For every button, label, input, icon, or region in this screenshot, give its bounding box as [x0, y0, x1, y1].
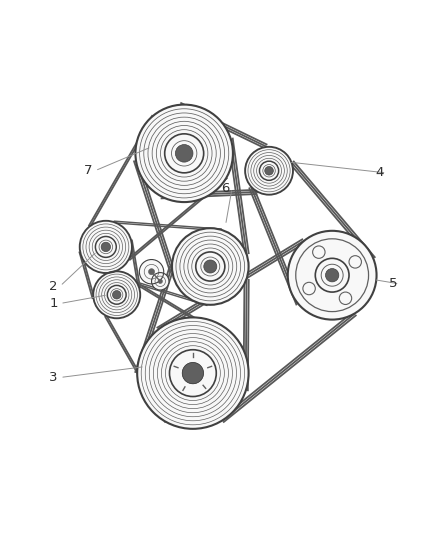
Circle shape	[196, 252, 225, 281]
Circle shape	[313, 246, 325, 259]
Text: 2: 2	[49, 280, 58, 293]
Circle shape	[113, 290, 121, 299]
Text: 4: 4	[376, 166, 384, 180]
Circle shape	[101, 242, 110, 252]
Text: 1: 1	[49, 297, 58, 310]
Circle shape	[170, 350, 216, 397]
Circle shape	[259, 161, 279, 180]
Text: 7: 7	[84, 164, 93, 177]
Circle shape	[175, 144, 193, 162]
Circle shape	[107, 285, 126, 304]
Circle shape	[315, 259, 349, 292]
Circle shape	[165, 134, 204, 173]
Text: 3: 3	[49, 371, 58, 384]
Circle shape	[325, 269, 339, 282]
Circle shape	[339, 292, 352, 304]
Circle shape	[137, 318, 249, 429]
Circle shape	[288, 231, 377, 320]
Circle shape	[182, 362, 204, 384]
Circle shape	[95, 237, 116, 257]
Circle shape	[349, 256, 361, 268]
Circle shape	[148, 269, 155, 275]
Text: 5: 5	[389, 277, 397, 290]
Circle shape	[80, 221, 132, 273]
Circle shape	[265, 166, 273, 175]
Circle shape	[93, 271, 140, 318]
Text: 6: 6	[221, 182, 230, 195]
Circle shape	[152, 272, 169, 290]
Circle shape	[139, 260, 164, 284]
Circle shape	[204, 260, 217, 273]
Circle shape	[135, 104, 233, 202]
Circle shape	[172, 228, 249, 305]
Circle shape	[245, 147, 293, 195]
Circle shape	[303, 282, 315, 295]
Circle shape	[158, 279, 162, 284]
